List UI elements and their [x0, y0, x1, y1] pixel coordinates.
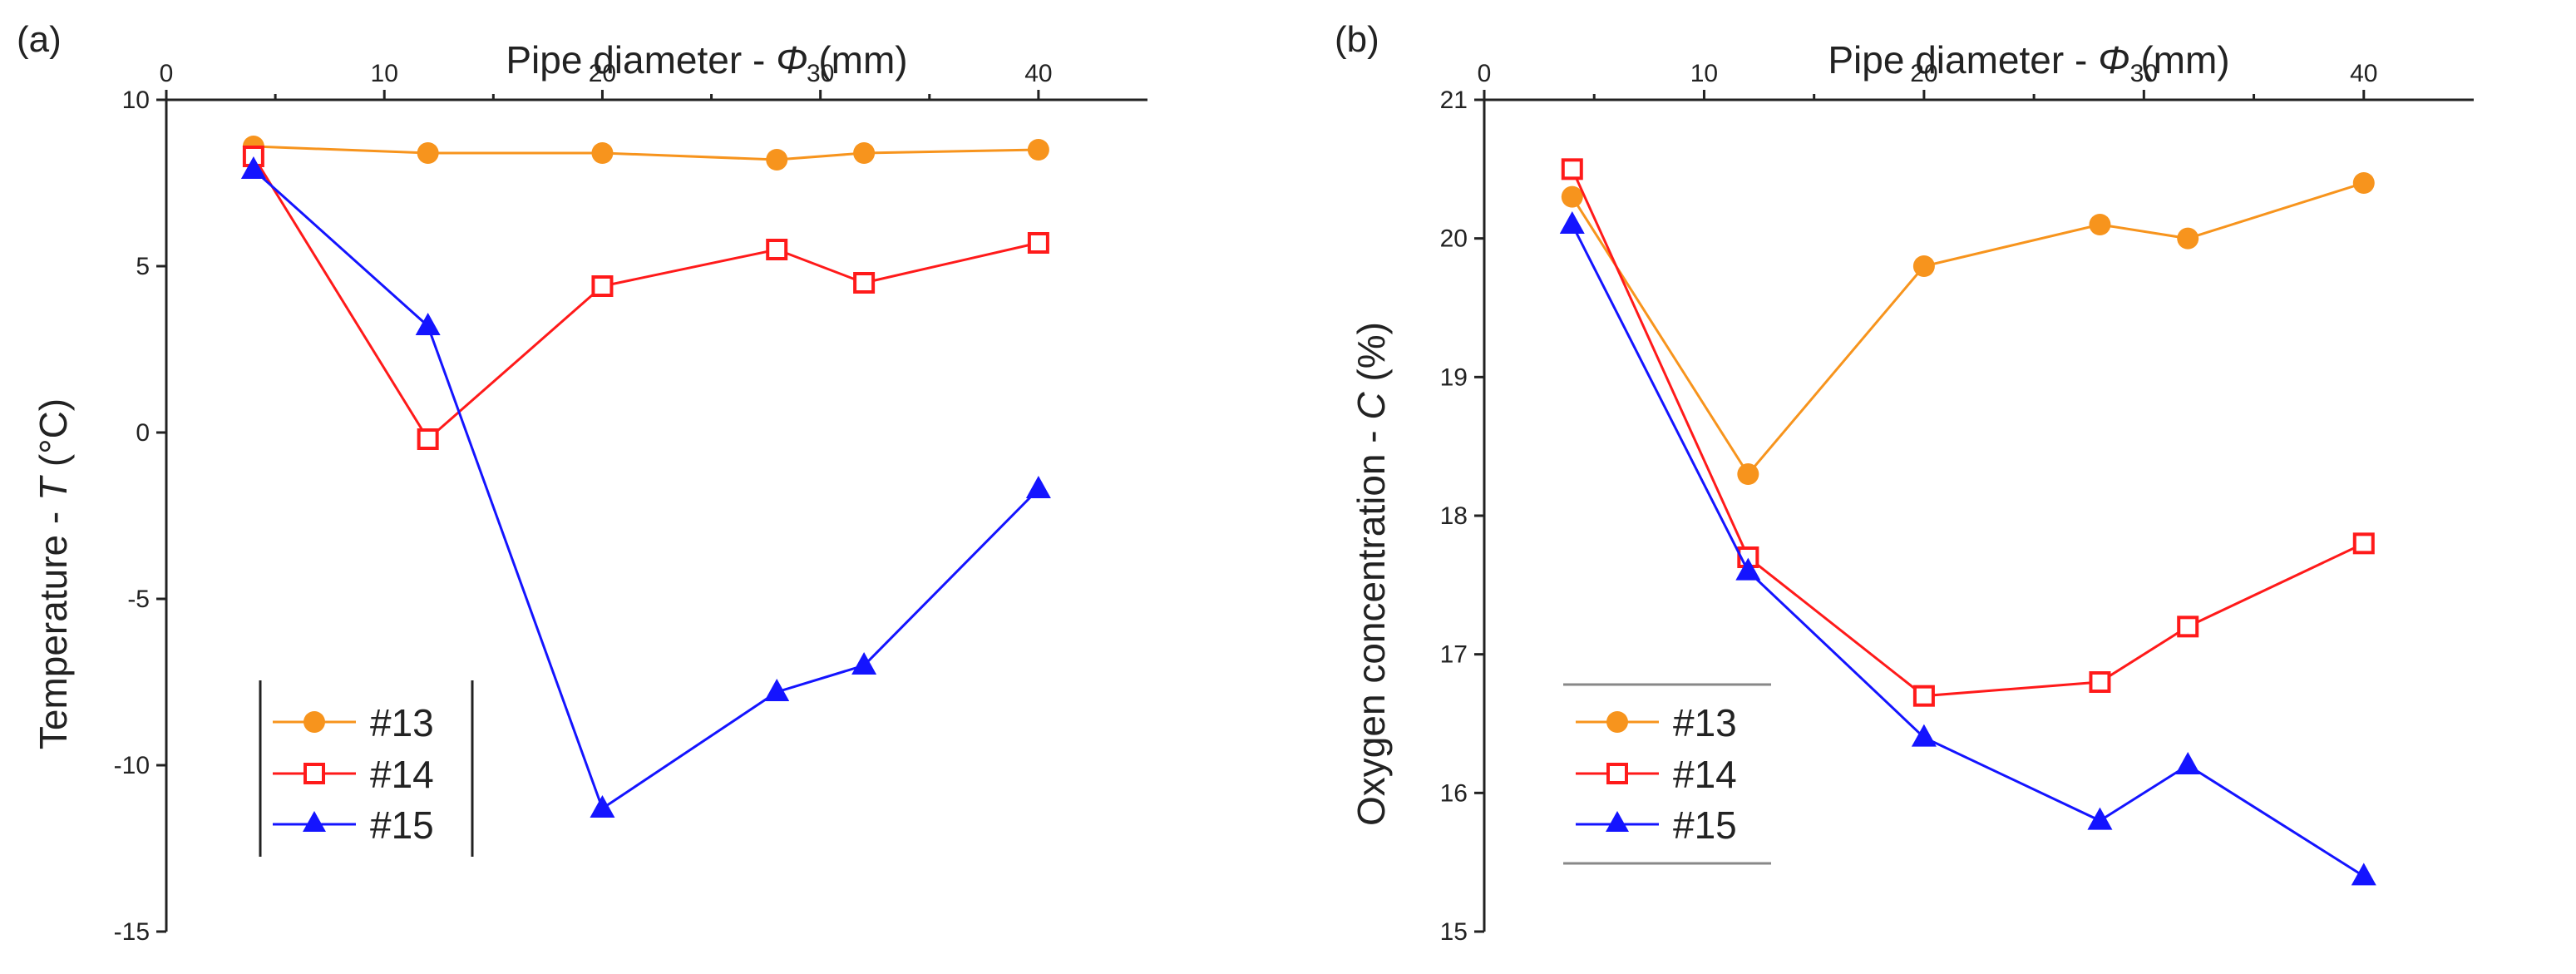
legend-marker-14 — [1606, 763, 1628, 784]
x-tick-label: 10 — [1690, 60, 1718, 87]
data-point-13 — [1561, 185, 1583, 208]
data-point-14 — [1027, 232, 1049, 254]
data-point-14 — [2089, 671, 2111, 693]
x-axis-title: Pipe diameter - Φ (mm) — [506, 38, 907, 82]
panel-label: (a) — [17, 19, 62, 60]
data-point-13 — [591, 142, 614, 164]
data-point-13 — [853, 142, 876, 164]
legend-marker-15 — [1606, 811, 1629, 832]
series-line-14 — [1571, 168, 2365, 698]
data-point-13 — [1027, 139, 1049, 161]
y-tick-label: 16 — [1440, 779, 1468, 807]
panel-b-oxygen: (b) Pipe diameter - Φ (mm) Oxygen concen… — [1335, 19, 2474, 946]
series-line-14 — [252, 156, 1039, 442]
panel-label: (b) — [1335, 19, 1379, 60]
x-tick-label: 10 — [371, 60, 398, 87]
x-tick-label: 20 — [589, 60, 616, 87]
data-point-15 — [1559, 211, 1585, 234]
data-point-15 — [415, 313, 441, 335]
data-point-14 — [1912, 685, 1935, 707]
data-point-14 — [766, 239, 788, 260]
data-point-13 — [2177, 227, 2199, 250]
y-tick-label: 17 — [1440, 641, 1468, 669]
data-point-14 — [2177, 616, 2199, 638]
x-tick-label: 40 — [2350, 60, 2377, 87]
data-point-15 — [851, 652, 877, 675]
y-axis-title: Temperature - T (°C) — [32, 398, 75, 749]
legend-label-13: #13 — [1673, 701, 1737, 744]
data-point-15 — [240, 156, 266, 179]
data-point-13 — [2352, 172, 2375, 194]
legend-label-15: #15 — [1673, 803, 1737, 847]
data-point-14 — [417, 428, 439, 450]
data-point-15 — [2351, 863, 2376, 886]
x-tick-label: 40 — [1024, 60, 1052, 87]
data-point-13 — [1737, 463, 1759, 485]
legend-label-15: #15 — [370, 803, 434, 847]
y-tick-label: -5 — [127, 586, 150, 613]
y-tick-label: 15 — [1440, 918, 1468, 946]
data-point-15 — [2175, 752, 2201, 774]
x-tick-label: 0 — [160, 60, 174, 87]
y-tick-label: 19 — [1440, 363, 1468, 391]
data-point-15 — [590, 795, 615, 818]
y-tick-label: -15 — [114, 918, 150, 946]
data-point-14 — [2352, 532, 2375, 555]
data-point-13 — [766, 149, 788, 171]
legend: #13 #14 #15 — [259, 680, 474, 857]
series-line-13 — [1571, 181, 2365, 477]
y-tick-label: 21 — [1440, 87, 1468, 114]
data-point-15 — [764, 679, 790, 701]
x-tick-label: 0 — [1478, 60, 1492, 87]
data-point-15 — [2087, 807, 2113, 830]
data-point-15 — [1735, 557, 1761, 581]
data-point-13 — [1912, 255, 1935, 277]
legend-marker-15 — [303, 811, 326, 832]
x-axis-title: Pipe diameter - Φ (mm) — [1828, 38, 2229, 82]
y-tick-label: 0 — [136, 419, 150, 447]
y-tick-label: -10 — [114, 752, 150, 779]
legend-marker-14 — [303, 763, 325, 784]
x-tick-label: 30 — [807, 60, 834, 87]
data-point-13 — [417, 142, 439, 164]
data-point-14 — [1561, 158, 1583, 180]
legend-label-14: #14 — [1673, 753, 1737, 796]
y-tick-label: 10 — [122, 87, 150, 114]
x-tick-label: 20 — [1910, 60, 1937, 87]
legend-label-13: #13 — [370, 701, 434, 744]
legend: #13 #14 #15 — [1563, 683, 1771, 865]
legend-label-14: #14 — [370, 753, 434, 796]
data-point-15 — [1025, 476, 1051, 498]
data-point-14 — [591, 275, 614, 297]
x-tick-label: 30 — [2130, 60, 2158, 87]
legend-marker-13 — [1606, 711, 1628, 733]
series-line-15 — [1571, 224, 2365, 878]
data-point-13 — [2089, 214, 2111, 235]
panel-a-temperature: (a) Pipe diameter - Φ (mm) Temperature -… — [17, 19, 1147, 946]
y-tick-label: 18 — [1440, 502, 1468, 530]
data-point-15 — [1911, 724, 1937, 747]
series-line-13 — [253, 145, 1039, 161]
series-line-15 — [252, 168, 1039, 811]
y-axis-title: Oxygen concentration - C (%) — [1350, 322, 1393, 826]
legend-marker-13 — [303, 711, 325, 733]
y-tick-label: 20 — [1440, 225, 1468, 253]
y-tick-label: 5 — [136, 253, 150, 280]
data-point-14 — [853, 272, 876, 294]
